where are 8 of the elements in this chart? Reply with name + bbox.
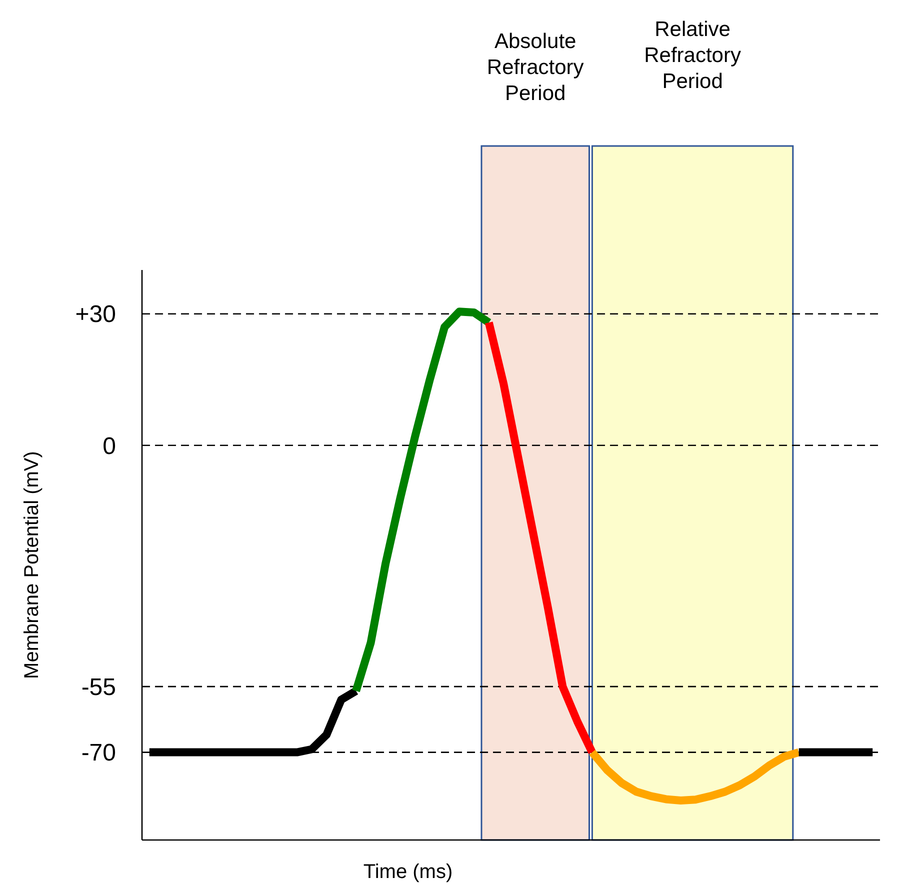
y-axis-title: Membrane Potential (mV) bbox=[21, 451, 43, 679]
y-tick-label: 0 bbox=[102, 432, 116, 460]
y-tick-label: -55 bbox=[81, 674, 116, 701]
y-tick-label: -70 bbox=[81, 740, 116, 767]
y-tick-label: +30 bbox=[75, 301, 116, 328]
text: Relative Refractory Period bbox=[644, 18, 742, 93]
text: Absolute Refractory Period bbox=[486, 30, 584, 105]
x-axis-title: Time (ms) bbox=[363, 861, 453, 883]
